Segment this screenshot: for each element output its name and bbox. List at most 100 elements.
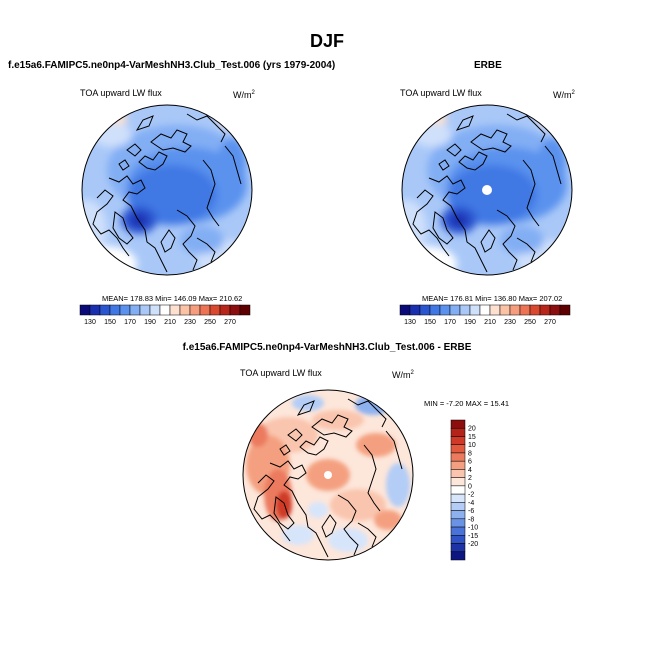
- panel-3-colorbar-swatch: [450, 452, 466, 462]
- panel-1-colorbar-swatch: [159, 304, 171, 316]
- panel-2-colorbar-swatch: [529, 304, 541, 316]
- panel-1-colorbar-tick-label: 190: [144, 319, 156, 326]
- panel-2-colorbar-swatch: [409, 304, 421, 316]
- panel-3-colorbar-tick-label: -15: [468, 533, 478, 540]
- panel-3-colorbar-tick-label: 2: [468, 475, 472, 482]
- panel-1-colorbar-swatch: [209, 304, 221, 316]
- panel-3-colorbar-tick-label: 0: [468, 483, 472, 490]
- panel-1-colorbar-swatch: [189, 304, 201, 316]
- panel-3-colorbar-tick-label: 15: [468, 434, 476, 441]
- panel-3-colorbar-tick-label: 6: [468, 459, 472, 466]
- panel-1-colorbar-tick-label: 230: [184, 319, 196, 326]
- panel-1-colorbar-tick-label: 130: [84, 319, 96, 326]
- panel-1-colorbar-swatch: [219, 304, 231, 316]
- panel-1-colorbar: 130 150 170 190 210 230 250 270: [79, 304, 251, 326]
- panel-3-colorbar-swatch: [450, 526, 466, 536]
- panel-2-colorbar-swatch: [459, 304, 471, 316]
- panel-3-colorbar-swatch: [450, 419, 466, 429]
- panel-1-colorbar-swatch: [89, 304, 101, 316]
- panel-1-colorbar-swatch: [179, 304, 191, 316]
- panel-2-colorbar-swatch: [419, 304, 431, 316]
- panel-1-variable: TOA upward LW flux: [80, 88, 162, 98]
- panel-2-colorbar-tick-label: 210: [484, 319, 496, 326]
- panel-2-colorbar-swatch: [449, 304, 461, 316]
- panel-3-colorbar-swatch: [450, 444, 466, 454]
- panel-1-colorbar-swatch: [239, 304, 251, 316]
- panel-3-colorbar-swatch: [450, 427, 466, 437]
- panel-3-stats: MIN = -7.20 MAX = 15.41: [424, 399, 510, 408]
- panel-2-variable: TOA upward LW flux: [400, 88, 482, 98]
- panel-3-colorbar-swatch: [450, 469, 466, 478]
- panel-3-colorbar-swatch: [450, 485, 466, 495]
- panel-3-colorbar-swatch: [450, 436, 466, 445]
- panel-3-colorbar-tick-label: -8: [468, 516, 474, 523]
- panel-3-colorbar-swatch: [450, 460, 466, 470]
- panel-1-colorbar-tick-label: 210: [164, 319, 176, 326]
- panel-2-colorbar-swatch: [399, 304, 411, 316]
- panel-3-colorbar-swatch: [450, 518, 466, 528]
- panel-1-colorbar-swatch: [119, 304, 131, 316]
- panel-3-colorbar-tick-label: -4: [468, 500, 474, 507]
- panel-2-colorbar-swatch: [539, 304, 551, 316]
- panel-2-units: W/m2: [553, 90, 575, 100]
- panel-2-colorbar-swatch: [469, 304, 481, 316]
- panel-3-colorbar-tick-label: 8: [468, 450, 472, 457]
- panel-3-colorbar-tick-label: -20: [468, 541, 478, 548]
- panel-3-colorbar-swatch: [450, 535, 466, 544]
- panel-3-map-border: [242, 389, 414, 561]
- panel-2-colorbar-swatch: [439, 304, 451, 316]
- panel-3-colorbar-swatch: [450, 493, 466, 503]
- panel-2-colorbar-tick-label: 130: [404, 319, 416, 326]
- panel-2-colorbar-swatch: [509, 304, 521, 316]
- panel-3-colorbar-swatch: [450, 477, 466, 487]
- panel-1-colorbar-swatch: [129, 304, 141, 316]
- panel-3-colorbar-tick-label: 4: [468, 467, 472, 474]
- panel-2-colorbar-swatch: [429, 304, 441, 316]
- panel-3-colorbar-swatch: [450, 502, 466, 511]
- panel-1-colorbar-tick-label: 150: [104, 319, 116, 326]
- panel-1-colorbar-tick-label: 270: [224, 319, 236, 326]
- panel-3-title: f.e15a6.FAMIPC5.ne0np4-VarMeshNH3.Club_T…: [182, 342, 472, 353]
- panel-2-map-border: [401, 104, 573, 276]
- panel-3-variable: TOA upward LW flux: [240, 368, 322, 378]
- panel-2-stats: MEAN= 176.81 Min= 136.80 Max= 207.02: [422, 294, 563, 303]
- panel-2-colorbar-swatch: [519, 304, 531, 316]
- panel-1-map: [67, 100, 261, 282]
- panel-1-colorbar-swatch: [169, 304, 181, 316]
- panel-1-colorbar-swatch: [99, 304, 111, 316]
- panel-2-title: ERBE: [474, 60, 502, 71]
- panel-3-units: W/m2: [392, 370, 414, 380]
- panel-1-colorbar-swatch: [149, 304, 161, 316]
- panel-2-colorbar-swatch: [489, 304, 501, 316]
- panel-1-colorbar-tick-label: 170: [124, 319, 136, 326]
- panel-2-colorbar-swatch: [479, 304, 491, 316]
- panel-3-colorbar-swatch: [450, 551, 466, 561]
- panel-1-colorbar-tick-label: 250: [204, 319, 216, 326]
- panel-3-colorbar-tick-label: 10: [468, 442, 476, 449]
- panel-1-colorbar-swatch: [109, 304, 121, 316]
- panel-2-colorbar-swatch: [499, 304, 511, 316]
- panel-3-colorbar-tick-label: -2: [468, 492, 474, 499]
- panel-2-colorbar-tick-label: 230: [504, 319, 516, 326]
- panel-2-colorbar-swatch: [549, 304, 561, 316]
- panel-3-colorbar-tick-label: 20: [468, 426, 476, 433]
- panel-2-colorbar-tick-label: 150: [424, 319, 436, 326]
- panel-1-map-border: [81, 104, 253, 276]
- panel-2-colorbar-tick-label: 270: [544, 319, 556, 326]
- panel-1-colorbar-swatch: [199, 304, 211, 316]
- panel-3-colorbar-swatch: [450, 510, 466, 520]
- panel-2-colorbar-tick-label: 190: [464, 319, 476, 326]
- panel-3-pole-hole: [324, 471, 332, 479]
- panel-2-colorbar: 130 150 170 190 210 230 250 270: [399, 304, 571, 326]
- panel-2-colorbar-tick-label: 250: [524, 319, 536, 326]
- panel-1-colorbar-swatch: [139, 304, 151, 316]
- panel-3-colorbar-tick-label: -6: [468, 508, 474, 515]
- panel-3-colorbar-swatch: [450, 543, 466, 553]
- panel-1-stats: MEAN= 178.83 Min= 146.09 Max= 210.62: [102, 294, 243, 303]
- panel-1-colorbar-swatch: [229, 304, 241, 316]
- panel-3-colorbar-tick-label: -10: [468, 525, 478, 532]
- panel-2-colorbar-tick-label: 170: [444, 319, 456, 326]
